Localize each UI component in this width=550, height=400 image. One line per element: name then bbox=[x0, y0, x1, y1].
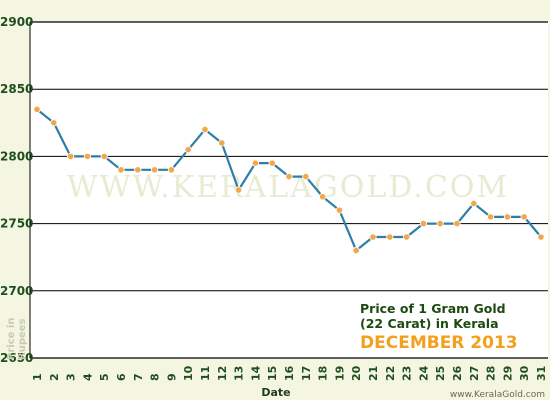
x-tick-label: 28 bbox=[485, 366, 498, 381]
x-tick-label: 18 bbox=[317, 366, 330, 381]
data-point bbox=[134, 166, 142, 174]
data-point bbox=[436, 220, 444, 228]
x-tick-label: 30 bbox=[518, 365, 531, 381]
data-point bbox=[285, 172, 293, 181]
title-line-2: (22 Carat) in Kerala bbox=[360, 316, 499, 331]
y-tick-label: 2650 bbox=[0, 351, 33, 365]
y-tick-label: 2700 bbox=[0, 284, 33, 298]
y-tick-label: 2750 bbox=[0, 217, 33, 231]
data-point bbox=[50, 119, 58, 127]
x-tick-label: 2 bbox=[48, 373, 61, 381]
x-tick-label: 6 bbox=[115, 373, 128, 381]
data-point bbox=[67, 152, 75, 160]
y-axis-ticks: 2650 2700 2750 2800 2850 2900 bbox=[0, 15, 33, 365]
data-point bbox=[201, 125, 209, 134]
data-point bbox=[352, 246, 360, 255]
plot-area bbox=[30, 22, 548, 358]
data-point bbox=[453, 220, 461, 228]
data-point bbox=[218, 139, 226, 147]
x-tick-label: 25 bbox=[434, 366, 447, 381]
x-tick-label: 3 bbox=[65, 373, 78, 381]
data-point bbox=[537, 233, 545, 241]
x-tick-label: 31 bbox=[535, 366, 548, 381]
x-axis-label: Date bbox=[261, 386, 290, 399]
x-tick-label: 7 bbox=[132, 373, 145, 381]
data-point bbox=[503, 213, 511, 221]
data-point bbox=[369, 233, 377, 241]
x-tick-label: 14 bbox=[249, 365, 262, 381]
data-point bbox=[318, 193, 327, 201]
x-tick-label: 9 bbox=[165, 373, 178, 381]
y-axis-label-line-1: Price in bbox=[6, 318, 17, 360]
y-tick-label: 2900 bbox=[0, 15, 33, 29]
x-tick-label: 8 bbox=[149, 373, 162, 381]
site-credit: www.KeralaGold.com bbox=[450, 390, 545, 400]
x-tick-label: 24 bbox=[417, 365, 430, 381]
x-tick-label: 20 bbox=[350, 365, 363, 381]
x-tick-label: 21 bbox=[367, 366, 380, 381]
x-tick-label: 11 bbox=[199, 366, 212, 381]
data-point bbox=[100, 152, 108, 160]
data-point bbox=[302, 172, 310, 181]
x-tick-label: 12 bbox=[216, 366, 229, 381]
x-tick-label: 27 bbox=[468, 366, 481, 381]
x-tick-label: 5 bbox=[98, 373, 111, 381]
data-point bbox=[335, 206, 343, 214]
data-point bbox=[268, 159, 276, 167]
x-tick-label: 26 bbox=[451, 365, 464, 381]
y-tick-label: 2800 bbox=[0, 149, 33, 163]
y-tick-label: 2850 bbox=[0, 82, 33, 96]
data-point bbox=[83, 152, 92, 160]
x-tick-label: 29 bbox=[501, 366, 514, 381]
data-point bbox=[235, 186, 243, 194]
x-tick-label: 16 bbox=[283, 365, 296, 381]
x-tick-label: 10 bbox=[182, 365, 195, 381]
x-tick-label: 23 bbox=[401, 366, 414, 381]
data-point bbox=[419, 220, 427, 228]
x-tick-label: 4 bbox=[81, 373, 94, 381]
data-point bbox=[33, 105, 41, 113]
y-axis-label-line-2: Rupees bbox=[17, 318, 28, 360]
data-point bbox=[486, 213, 495, 221]
data-point bbox=[470, 199, 478, 208]
data-point bbox=[117, 166, 125, 174]
data-point bbox=[251, 159, 259, 167]
grid-lines bbox=[29, 21, 548, 359]
chart-subtitle: DECEMBER 2013 bbox=[360, 333, 518, 353]
x-tick-label: 13 bbox=[233, 366, 246, 381]
y-axis-label: Price in Rupees bbox=[6, 318, 28, 360]
chart-title: Price of 1 Gram Gold (22 Carat) in Keral… bbox=[360, 301, 518, 353]
x-tick-label: 19 bbox=[333, 366, 346, 381]
x-axis-ticks: 1 2 3 4 5 6 7 8 9 10 11 12 13 14 15 16 17 18 19 20 21 22 23 24 2… bbox=[31, 365, 548, 381]
data-point bbox=[167, 166, 175, 174]
x-tick-label: 15 bbox=[266, 366, 279, 381]
data-point bbox=[151, 166, 159, 174]
title-line-1: Price of 1 Gram Gold bbox=[360, 301, 506, 316]
data-point bbox=[386, 233, 394, 241]
data-point bbox=[402, 233, 411, 241]
x-tick-label: 22 bbox=[384, 366, 397, 381]
x-tick-label: 1 bbox=[31, 373, 44, 381]
data-point bbox=[184, 146, 192, 154]
data-points bbox=[33, 105, 545, 255]
data-point bbox=[520, 213, 528, 221]
x-tick-label: 17 bbox=[300, 366, 313, 381]
